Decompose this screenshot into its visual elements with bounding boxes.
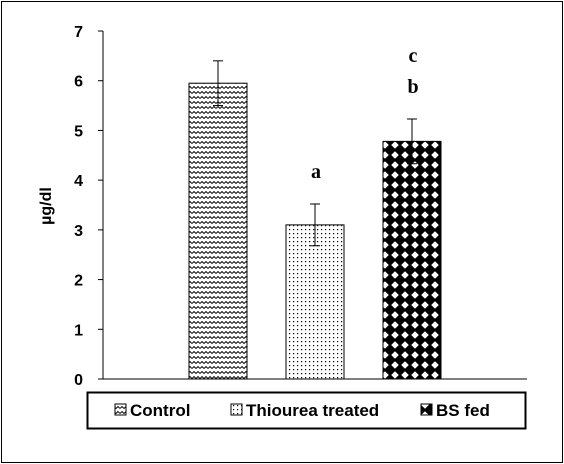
legend-label: BS fed bbox=[436, 401, 490, 420]
y-ticks: 0 1 2 3 4 5 6 7 bbox=[74, 24, 103, 389]
bars bbox=[188, 82, 442, 380]
bar-control bbox=[188, 82, 248, 380]
significance-label: b bbox=[407, 76, 418, 98]
y-tick-label: 4 bbox=[74, 173, 83, 190]
legend-swatch bbox=[230, 403, 243, 416]
legend-label: Thiourea treated bbox=[246, 401, 379, 420]
bar-thiourea-treated bbox=[285, 224, 345, 380]
significance-labels: a bc bbox=[311, 45, 419, 183]
y-tick-label: 3 bbox=[74, 223, 83, 240]
y-tick-label: 0 bbox=[74, 372, 83, 389]
significance-label: a bbox=[311, 161, 321, 183]
legend-box bbox=[86, 391, 527, 430]
legend-label: Control bbox=[130, 401, 190, 420]
y-tick-label: 5 bbox=[74, 123, 83, 140]
y-tick-label: 2 bbox=[74, 273, 83, 290]
significance-label: c bbox=[409, 45, 418, 67]
legend-swatch bbox=[420, 403, 433, 416]
y-tick-label: 6 bbox=[74, 74, 83, 91]
legend: Control Thiourea treated BS fed bbox=[86, 391, 527, 430]
error-bars bbox=[213, 60, 417, 247]
y-tick-label: 7 bbox=[74, 24, 83, 41]
legend-swatch bbox=[114, 403, 127, 416]
y-tick-label: 1 bbox=[74, 322, 83, 339]
bar-bs-fed bbox=[382, 140, 442, 380]
y-axis-label: µg/dl bbox=[38, 187, 55, 225]
